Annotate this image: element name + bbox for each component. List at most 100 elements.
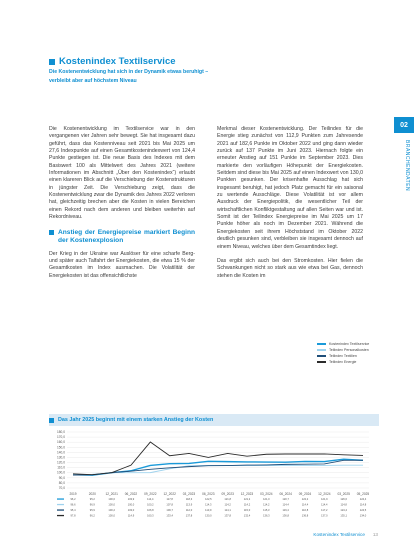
x-tick-label: 06_2024 — [279, 492, 292, 496]
table-cell: 136,3 — [263, 514, 270, 518]
table-cell: 137,0 — [321, 514, 328, 518]
table-cell: 133,4 — [166, 514, 173, 518]
legend-item: Kostenindex Textilservice — [317, 341, 369, 347]
table-row-swatch — [57, 514, 64, 517]
table-cell: 113,9 — [205, 508, 212, 512]
table-cell: 96,2 — [70, 497, 76, 501]
legend-item: Teilindex Textilien — [317, 353, 369, 359]
table-cell: 130,0 — [205, 514, 212, 518]
table-cell: 95,4 — [70, 508, 76, 512]
table-cell: 100,0 — [108, 497, 115, 501]
chapter-tab[interactable]: 02 — [394, 117, 414, 133]
y-tick-label: 180,0 — [57, 430, 65, 434]
x-tick-label: 03_2024 — [260, 492, 273, 496]
table-cell: 103,9 — [128, 497, 135, 501]
line-chart: 180,0170,0160,0150,0140,0130,0120,0110,0… — [57, 430, 369, 518]
page-subtitle-2: verbleibt aber auf höchstem Niveau — [49, 78, 137, 84]
table-cell: 116,8 — [302, 508, 309, 512]
table-cell: 114,1 — [225, 508, 232, 512]
heading-square-icon — [49, 230, 54, 236]
x-tick-label: 03_2025 — [337, 492, 350, 496]
y-tick-label: 130,0 — [57, 455, 65, 459]
table-cell: 114,2 — [225, 503, 232, 507]
legend-swatch — [317, 355, 326, 357]
table-cell: 126,6 — [340, 497, 347, 501]
section-label: BRANCHENDATEN — [404, 140, 410, 192]
x-tick-label: 09_2024 — [299, 492, 312, 496]
title-square-icon — [49, 58, 55, 65]
table-cell: 96,2 — [90, 514, 96, 518]
table-cell: 100,0 — [108, 503, 115, 507]
left-paragraph-1: Die Kostenentwicklung im Textilservice w… — [49, 126, 195, 221]
table-cell: 114,9 — [128, 514, 135, 518]
table-cell: 115,3 — [263, 508, 270, 512]
table-cell: 95,9 — [90, 508, 96, 512]
page-subtitle-1: Die Kostenentwicklung hat sich in der Dy… — [49, 69, 209, 75]
right-column: Merkmal dieser Kostenentwicklung. Der Te… — [217, 126, 363, 280]
table-cell: 137,8 — [224, 514, 231, 518]
table-cell: 118,3 — [186, 497, 193, 501]
legend-label: Teilindex Energie — [329, 360, 357, 364]
table-cell: 136,8 — [282, 514, 289, 518]
table-cell: 97,8 — [70, 514, 76, 518]
x-tick-label: 12_2021 — [105, 492, 118, 496]
page-number: 13 — [372, 532, 378, 537]
chart-legend: Kostenindex Textilservice Teilindex Pers… — [317, 341, 369, 365]
table-cell: 114,4 — [302, 503, 309, 507]
table-cell: 121,9 — [321, 497, 328, 501]
y-tick-label: 160,0 — [57, 440, 65, 444]
table-cell: 114,4 — [147, 497, 154, 501]
table-cell: 137,8 — [186, 514, 193, 518]
x-tick-label: 12_2023 — [241, 492, 254, 496]
table-cell: 114,3 — [205, 503, 212, 507]
table-cell: 113,9 — [186, 503, 193, 507]
y-tick-label: 100,0 — [57, 471, 65, 475]
series-line — [72, 459, 364, 476]
x-tick-label: 09_2022 — [144, 492, 157, 496]
series-line — [72, 441, 364, 476]
table-cell: 107,8 — [166, 503, 173, 507]
right-paragraph-1: Merkmal dieser Kostenentwicklung. Der Te… — [217, 126, 363, 250]
table-row-swatch — [57, 509, 64, 511]
table-cell: 96,6 — [70, 503, 76, 507]
table-cell: 116,4 — [283, 508, 290, 512]
table-cell: 114,4 — [321, 503, 328, 507]
table-cell: 109,7 — [166, 508, 173, 512]
x-tick-label: 09_2023 — [221, 492, 234, 496]
y-tick-label: 170,0 — [57, 435, 65, 439]
table-row-swatch — [57, 503, 64, 506]
x-tick-label: 03_2023 — [183, 492, 196, 496]
table-row-swatch — [57, 498, 64, 500]
page-title: Kostenindex Textilservice — [59, 56, 176, 67]
table-cell: 100,2 — [147, 503, 154, 507]
x-tick-label: 12_2022 — [163, 492, 176, 496]
series-line — [72, 464, 363, 475]
table-cell: 114,8 — [341, 503, 348, 507]
table-cell: 134,0 — [360, 514, 367, 518]
y-tick-label: 110,0 — [57, 466, 65, 470]
table-cell: 114,2 — [263, 503, 270, 507]
y-tick-label: 80,0 — [59, 481, 65, 485]
y-tick-label: 70,0 — [59, 486, 65, 490]
y-tick-label: 90,0 — [59, 476, 65, 480]
x-tick-label: 2019 — [69, 492, 76, 496]
table-cell: 160,3 — [147, 514, 154, 518]
page-footer: Kostenindex Textilservice 13 — [313, 532, 378, 537]
table-cell: 100,2 — [108, 508, 115, 512]
legend-label: Kostenindex Textilservice — [329, 342, 370, 346]
chart-heading-bar: Das Jahr 2025 beginnt mit einem starken … — [49, 414, 379, 426]
table-cell: 124,5 — [360, 508, 367, 512]
x-tick-label: 06_2022 — [125, 492, 138, 496]
legend-item: Teilindex Personalkosten — [317, 347, 369, 353]
left-paragraph-2: Der Krieg in der Ukraine war Auslöser fü… — [49, 250, 195, 279]
section-heading: Anstieg der Energiepreise markiert Begin… — [49, 229, 195, 244]
table-cell: 115,0 — [244, 508, 251, 512]
legend-item: Teilindex Energie — [317, 359, 369, 365]
y-tick-label: 120,0 — [57, 461, 65, 465]
table-cell: 121,2 — [244, 497, 251, 501]
legend-label: Teilindex Textilien — [329, 354, 357, 358]
table-cell: 100,0 — [108, 514, 115, 518]
legend-label: Teilindex Personalkosten — [329, 348, 369, 352]
legend-swatch — [317, 361, 326, 363]
table-cell: 120,7 — [282, 497, 289, 501]
